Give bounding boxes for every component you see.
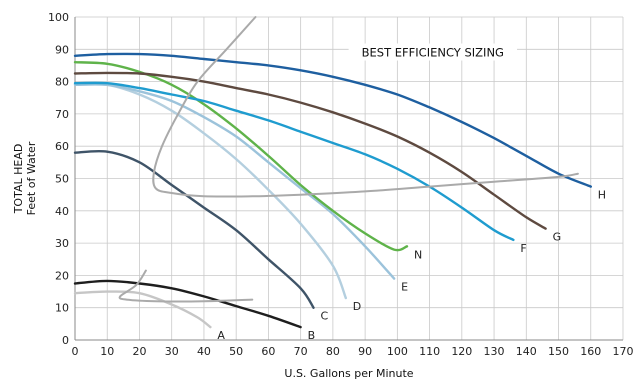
x-tick-label: 0 [72, 345, 79, 358]
y-tick-label: 60 [55, 140, 69, 153]
curve-label-n: N [414, 248, 422, 261]
x-tick-label: 150 [548, 345, 569, 358]
x-tick-label: 110 [419, 345, 440, 358]
x-axis-title: U.S. Gallons per Minute [284, 367, 413, 380]
x-tick-label: 160 [580, 345, 601, 358]
curve-label-e: E [401, 281, 408, 294]
x-tick-label: 50 [229, 345, 243, 358]
curve-label-h: H [598, 189, 606, 202]
y-axis-title: TOTAL HEAD [12, 144, 25, 215]
tick-labels: 0 10 20 30 40 50 60 70 80 90 100 110 120 130 140 150 160… [48, 11, 634, 358]
y-tick-label: 20 [55, 269, 69, 282]
x-tick-label: 20 [132, 345, 146, 358]
y-tick-label: 40 [55, 205, 69, 218]
y-tick-label: 50 [55, 173, 69, 186]
efficiency-boundary-curve [118, 269, 254, 303]
y-axis-subtitle: Feet of Water [25, 141, 38, 215]
x-tick-label: 80 [326, 345, 340, 358]
x-tick-label: 40 [197, 345, 211, 358]
x-tick-label: 140 [516, 345, 537, 358]
x-tick-label: 170 [613, 345, 634, 358]
annotation-background [348, 43, 518, 61]
y-tick-label: 80 [55, 76, 69, 89]
curve-label-f: F [520, 242, 526, 255]
y-tick-label: 30 [55, 237, 69, 250]
x-tick-label: 60 [261, 345, 275, 358]
curve-label-g: G [553, 231, 562, 244]
y-tick-label: 0 [62, 334, 69, 347]
curve-n [73, 61, 409, 252]
curve-label-a: A [217, 329, 225, 342]
y-tick-label: 90 [55, 43, 69, 56]
x-tick-label: 120 [451, 345, 472, 358]
curve-h [73, 52, 592, 188]
curves [73, 16, 592, 329]
grid-lines [74, 16, 624, 341]
x-tick-label: 30 [165, 345, 179, 358]
curve-e [73, 83, 396, 280]
curve-label-c: C [321, 310, 329, 323]
curve-labels: A BC D E N F G H [217, 189, 606, 343]
curve-label-d: D [353, 300, 361, 313]
curve-f [73, 81, 515, 242]
efficiency-boundary-curve [152, 16, 579, 198]
x-tick-label: 130 [484, 345, 505, 358]
curve-c [73, 149, 315, 309]
x-tick-label: 100 [387, 345, 408, 358]
y-tick-label: 100 [48, 11, 69, 24]
curve-a [73, 290, 212, 329]
curve-label-b: B [308, 329, 316, 342]
best-efficiency-annotation: BEST EFFICIENCY SIZING [362, 46, 504, 60]
x-tick-label: 10 [100, 345, 114, 358]
x-tick-label: 70 [294, 345, 308, 358]
y-tick-label: 70 [55, 108, 69, 121]
y-tick-label: 10 [55, 302, 69, 315]
curve-b [73, 279, 302, 329]
x-tick-label: 90 [358, 345, 372, 358]
